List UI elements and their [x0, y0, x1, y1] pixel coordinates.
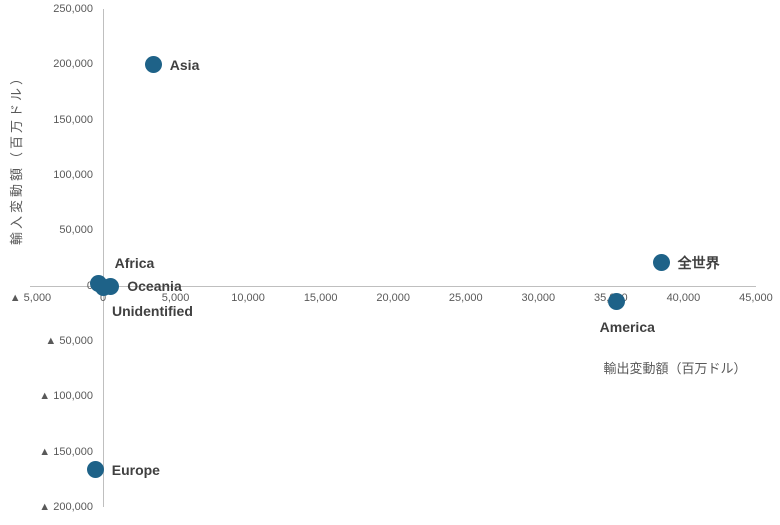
y-tick-label: ▲ 100,000 — [39, 390, 93, 403]
data-point — [87, 461, 105, 479]
y-tick-label: 100,000 — [53, 168, 93, 181]
data-point — [94, 278, 112, 296]
data-point-label: Asia — [169, 56, 200, 73]
x-tick-label: 45,000 — [739, 292, 773, 304]
data-point — [608, 292, 626, 310]
data-point — [145, 56, 163, 74]
x-axis-title: 輸出変動額（百万ドル） — [603, 361, 747, 376]
x-tick-label: 10,000 — [231, 292, 265, 304]
x-tick-label: 30,000 — [521, 292, 556, 304]
data-point-label: Europe — [111, 461, 160, 478]
x-tick-label: 0 — [99, 292, 107, 304]
y-tick-label: ▲ 200,000 — [39, 500, 93, 513]
y-axis-title: 輸入変動額（百万ドル） — [9, 69, 24, 246]
y-axis-line — [103, 9, 104, 508]
data-point-label: 全世界 — [677, 254, 720, 271]
y-tick-label: 250,000 — [53, 2, 93, 15]
x-tick-label: 5,000 — [161, 292, 190, 304]
x-tick-label: 20,000 — [376, 292, 411, 304]
data-point-label: Unidentified — [112, 303, 193, 320]
data-point-label: Oceania — [127, 278, 182, 294]
y-tick-label: ▲ 50,000 — [45, 334, 93, 347]
x-tick-label: 25,000 — [448, 292, 483, 304]
y-tick-label: 200,000 — [53, 58, 93, 71]
data-point-label: Africa — [114, 254, 155, 271]
y-tick-label: ▲ 150,000 — [39, 445, 93, 458]
x-axis-line — [30, 286, 756, 287]
x-tick-label: ▲ 5,000 — [9, 292, 52, 304]
y-tick-label: 150,000 — [53, 113, 93, 126]
y-tick-label: 0 — [13, 280, 93, 293]
x-tick-label: 40,000 — [666, 292, 701, 304]
data-point-label: America — [599, 319, 655, 336]
x-tick-label: 15,000 — [303, 292, 338, 304]
data-point — [653, 254, 671, 272]
y-tick-label: 50,000 — [59, 224, 93, 237]
